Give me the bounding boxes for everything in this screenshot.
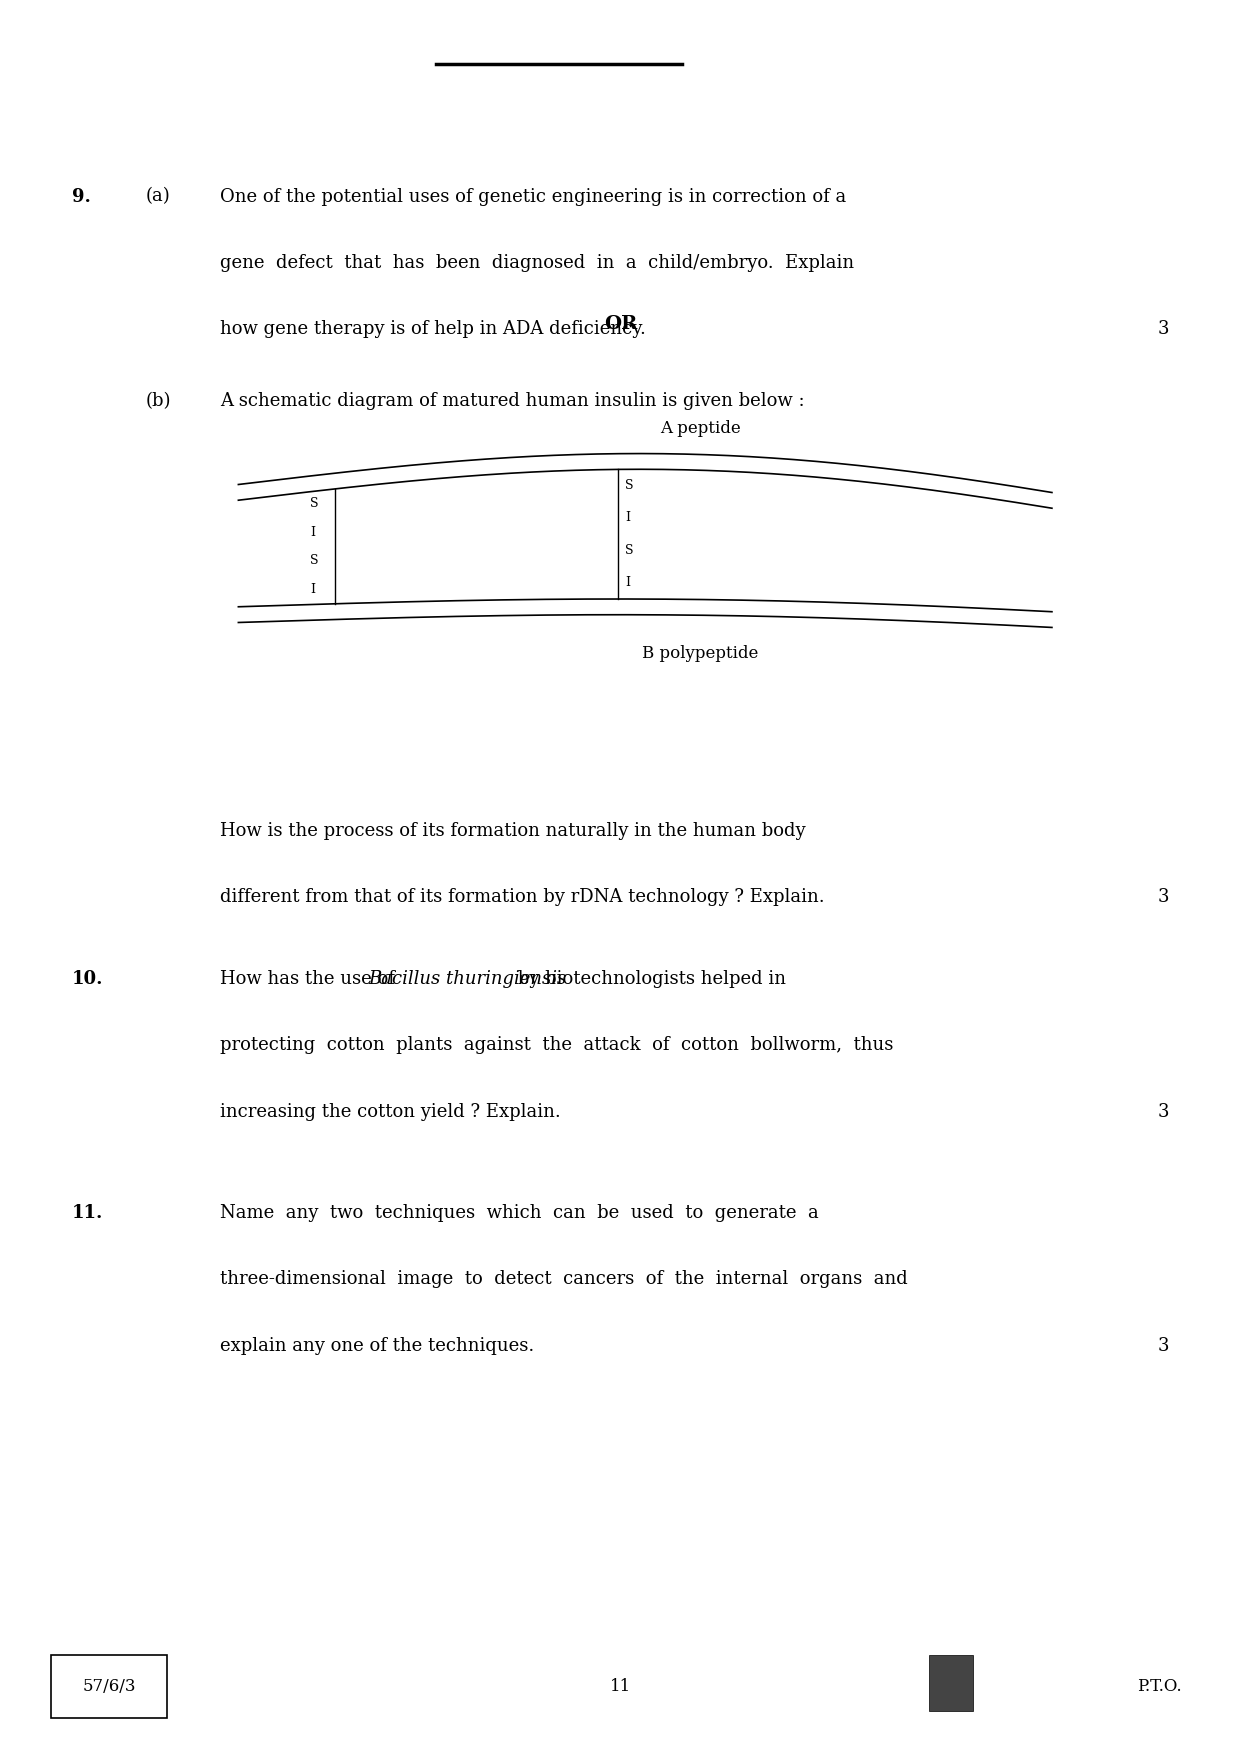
Text: 3: 3 <box>1158 888 1169 906</box>
Text: different from that of its formation by rDNA technology ? Explain.: different from that of its formation by … <box>220 888 824 906</box>
Text: (a): (a) <box>146 188 171 205</box>
Text: One of the potential uses of genetic engineering is in correction of a: One of the potential uses of genetic eng… <box>220 188 846 205</box>
Text: I: I <box>625 511 630 525</box>
Text: How is the process of its formation naturally in the human body: How is the process of its formation natu… <box>220 821 805 839</box>
Text: S: S <box>310 497 319 509</box>
Text: OR: OR <box>604 316 637 333</box>
Text: B polypeptide: B polypeptide <box>643 646 758 662</box>
Text: how gene therapy is of help in ADA deficiency.: how gene therapy is of help in ADA defic… <box>220 321 645 339</box>
Text: A peptide: A peptide <box>660 421 741 437</box>
Text: Name  any  two  techniques  which  can  be  used  to  generate  a: Name any two techniques which can be use… <box>220 1204 819 1221</box>
Text: protecting  cotton  plants  against  the  attack  of  cotton  bollworm,  thus: protecting cotton plants against the att… <box>220 1037 894 1055</box>
Text: S: S <box>625 479 634 491</box>
Text: increasing the cotton yield ? Explain.: increasing the cotton yield ? Explain. <box>220 1102 561 1121</box>
Text: 11.: 11. <box>72 1204 103 1221</box>
Text: 57/6/3: 57/6/3 <box>82 1678 135 1695</box>
Text: S: S <box>625 544 634 556</box>
Text: three-dimensional  image  to  detect  cancers  of  the  internal  organs  and: three-dimensional image to detect cancer… <box>220 1271 907 1288</box>
Text: 3: 3 <box>1158 321 1169 339</box>
Text: 11: 11 <box>609 1678 632 1695</box>
Text: 10.: 10. <box>72 971 103 988</box>
Text: P.T.O.: P.T.O. <box>1137 1678 1181 1695</box>
Text: Bacillus thuringiensis: Bacillus thuringiensis <box>369 971 566 988</box>
Text: 3: 3 <box>1158 1337 1169 1355</box>
Bar <box>928 1655 973 1711</box>
FancyBboxPatch shape <box>51 1655 166 1718</box>
Text: explain any one of the techniques.: explain any one of the techniques. <box>220 1337 534 1355</box>
Text: How has the use of: How has the use of <box>220 971 401 988</box>
Text: by biotechnologists helped in: by biotechnologists helped in <box>511 971 786 988</box>
Text: 9.: 9. <box>72 188 91 205</box>
Text: I: I <box>625 576 630 590</box>
Text: I: I <box>310 583 315 597</box>
Text: (b): (b) <box>146 391 171 411</box>
Text: A schematic diagram of matured human insulin is given below :: A schematic diagram of matured human ins… <box>220 391 804 411</box>
Text: S: S <box>310 555 319 567</box>
Text: I: I <box>310 525 315 539</box>
Text: 3: 3 <box>1158 1102 1169 1121</box>
Text: gene  defect  that  has  been  diagnosed  in  a  child/embryo.  Explain: gene defect that has been diagnosed in a… <box>220 254 854 272</box>
